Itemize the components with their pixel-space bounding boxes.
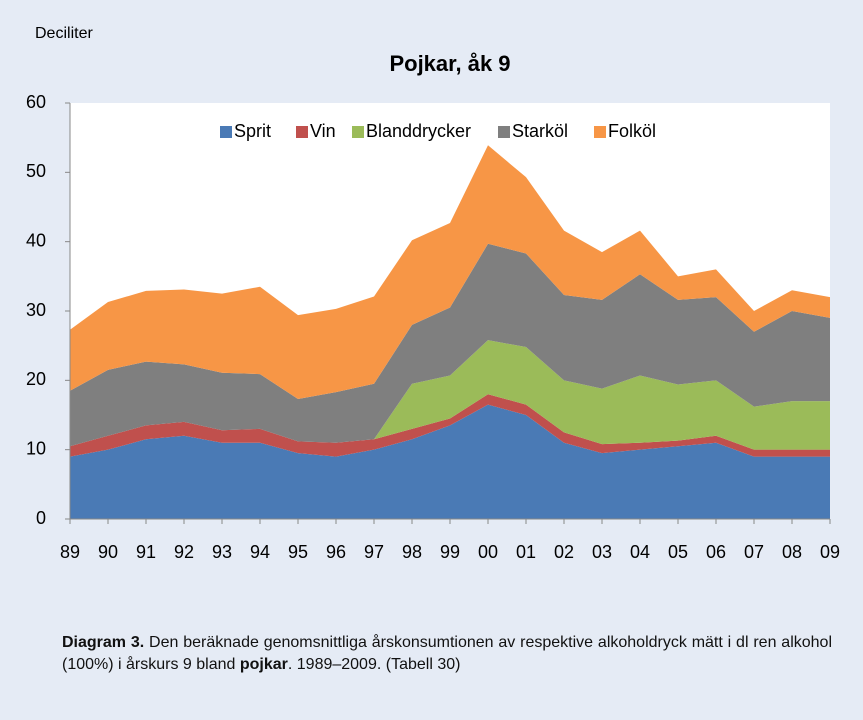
legend-label: Blanddrycker: [366, 121, 471, 141]
x-tick-label: 05: [668, 542, 688, 562]
y-tick-label: 40: [26, 230, 46, 250]
x-tick-label: 09: [820, 542, 840, 562]
x-tick-label: 95: [288, 542, 308, 562]
legend-label: Vin: [310, 121, 336, 141]
caption-text: . 1989–2009. (Tabell 30): [287, 656, 461, 673]
caption-label: Diagram 3.: [62, 634, 145, 651]
caption: Diagram 3. Den beräknade genomsnittliga …: [62, 632, 832, 676]
x-tick-label: 97: [364, 542, 384, 562]
area: [70, 404, 830, 519]
y-tick-label: 60: [26, 92, 46, 112]
legend-swatch: [220, 126, 232, 138]
area: [70, 145, 830, 400]
legend-swatch: [352, 126, 364, 138]
x-tick-label: 08: [782, 542, 802, 562]
area: [70, 394, 830, 457]
legend-label: Folköl: [608, 121, 656, 141]
area: [70, 340, 830, 450]
x-tick-label: 91: [136, 542, 156, 562]
y-tick-label: 50: [26, 161, 46, 181]
y-tick-label: 20: [26, 369, 46, 389]
legend-swatch: [296, 126, 308, 138]
y-tick-label: 10: [26, 438, 46, 458]
x-tick-label: 94: [250, 542, 270, 562]
x-tick-label: 00: [478, 542, 498, 562]
x-tick-label: 89: [60, 542, 80, 562]
legend-swatch: [498, 126, 510, 138]
x-tick-label: 02: [554, 542, 574, 562]
x-tick-label: 92: [174, 542, 194, 562]
caption-text: Den beräknade genomsnittliga årskonsumti…: [62, 634, 833, 673]
x-tick-label: 01: [516, 542, 536, 562]
legend-label: Sprit: [234, 121, 271, 141]
y-tick-label: 30: [26, 300, 46, 320]
legend-label: Starköl: [512, 121, 568, 141]
x-tick-label: 96: [326, 542, 346, 562]
legend-swatch: [594, 126, 606, 138]
x-tick-label: 98: [402, 542, 422, 562]
y-axis-label: Deciliter: [35, 25, 93, 42]
x-tick-label: 04: [630, 542, 650, 562]
x-tick-label: 99: [440, 542, 460, 562]
x-tick-label: 07: [744, 542, 764, 562]
caption-bold: pojkar: [239, 656, 288, 673]
x-tick-label: 03: [592, 542, 612, 562]
y-tick-label: 0: [36, 508, 46, 528]
x-tick-label: 93: [212, 542, 232, 562]
area: [70, 243, 830, 447]
x-tick-label: 06: [706, 542, 726, 562]
chart-title: Pojkar, åk 9: [389, 51, 510, 76]
x-tick-label: 90: [98, 542, 118, 562]
